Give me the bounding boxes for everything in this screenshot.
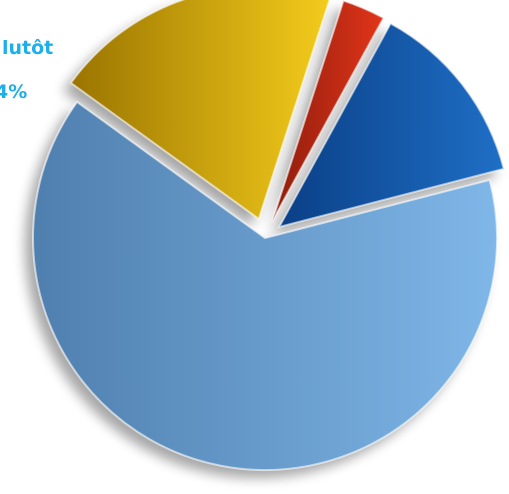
slice-main (32, 100, 498, 471)
pie-slices (32, 0, 506, 471)
slice-label-line1: lutôt (2, 37, 53, 59)
slice-red (271, 0, 385, 222)
slice-labels: lutôt 4% (0, 37, 53, 103)
slice-blue (277, 22, 506, 229)
slice-yellow (69, 0, 331, 221)
slice-label-line2: 4% (0, 81, 27, 103)
